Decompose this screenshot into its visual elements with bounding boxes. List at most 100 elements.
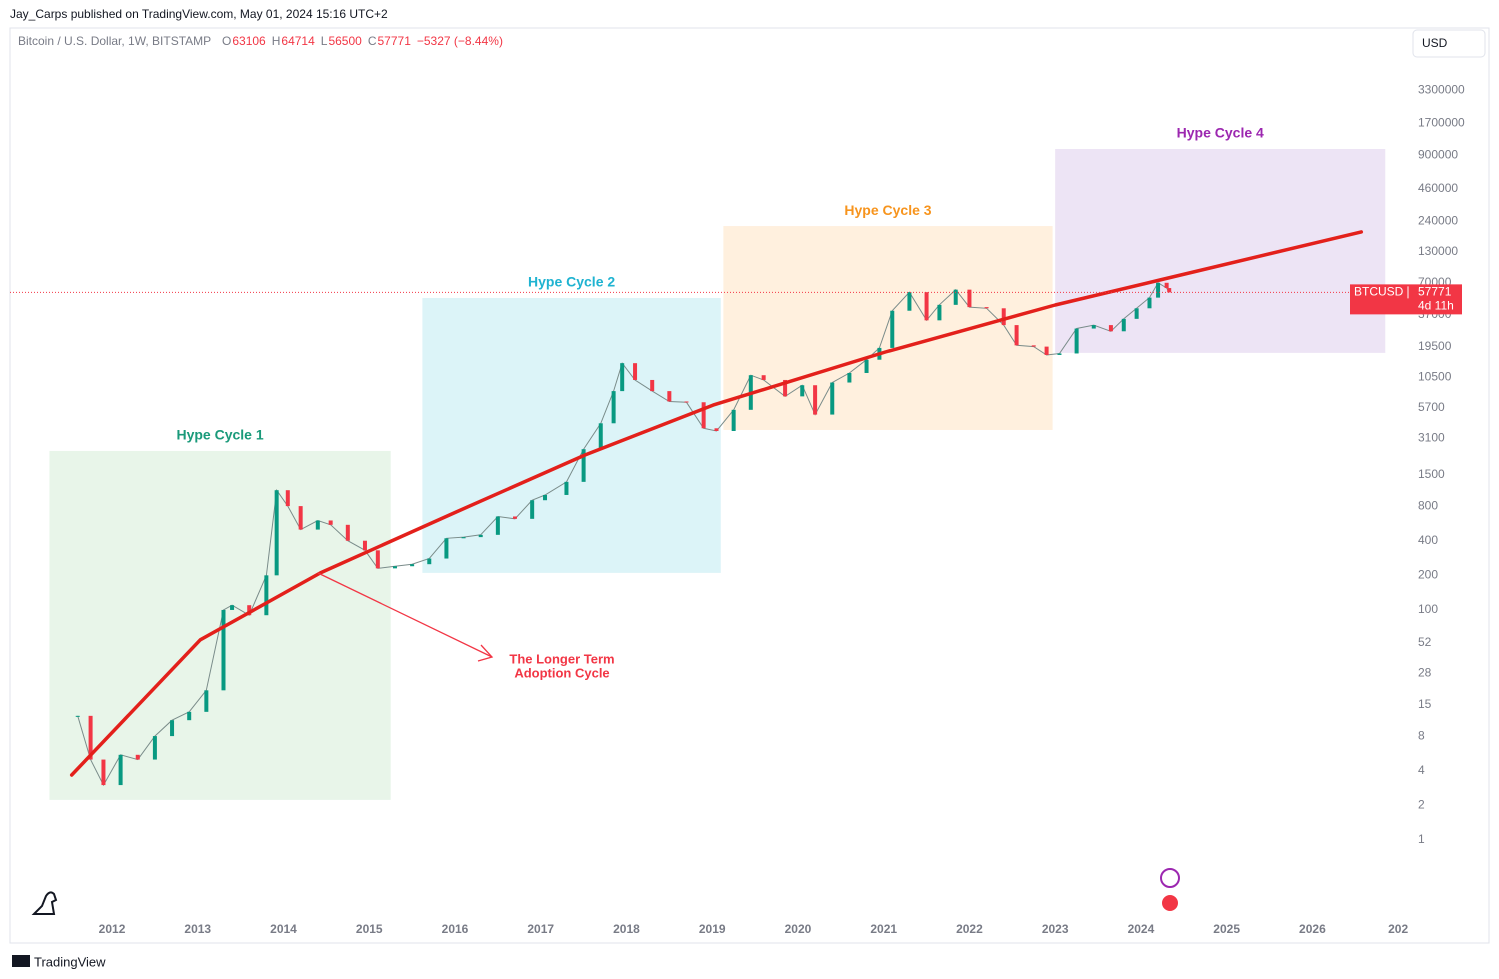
candle (1001, 308, 1006, 326)
x-tick-label: 2013 (184, 922, 211, 936)
candle (427, 558, 432, 565)
y-tick-label: 800 (1418, 498, 1438, 512)
candle (800, 385, 805, 397)
ohlc-value: 57771 (378, 34, 412, 48)
currency-button[interactable] (1412, 29, 1486, 58)
change: −5327 (−8.44%) (417, 34, 503, 48)
candle (345, 524, 350, 541)
x-tick-label: 2015 (356, 922, 383, 936)
x-tick-label: 2012 (99, 922, 126, 936)
y-tick-label: 3100 (1418, 431, 1445, 445)
candle (101, 759, 106, 786)
candle (274, 490, 279, 576)
candle (410, 564, 415, 567)
candle (714, 428, 719, 431)
x-tick-label: 2024 (1128, 922, 1155, 936)
y-tick-label: 15 (1418, 697, 1432, 711)
symbol: Bitcoin / U.S. Dollar, 1W, BITSTAMP (18, 34, 211, 48)
candle (598, 423, 603, 450)
y-tick-label: 900000 (1418, 147, 1458, 161)
price-label-bg (1350, 284, 1462, 315)
candle (611, 391, 616, 424)
x-tick-label: 2023 (1042, 922, 1069, 936)
candle (633, 363, 638, 380)
candle (731, 409, 736, 431)
candle (667, 391, 672, 402)
x-tick-label: 2016 (442, 922, 469, 936)
ohlc-value: 56500 (328, 34, 362, 48)
candle (1014, 325, 1019, 346)
candle (907, 292, 912, 311)
candle (513, 516, 518, 519)
x-tick-label: 2014 (270, 922, 297, 936)
x-tick-label: 202 (1388, 922, 1408, 936)
candle (937, 304, 942, 321)
y-tick-label: 2 (1418, 797, 1425, 811)
candle (1164, 282, 1169, 289)
candle (1074, 328, 1079, 354)
y-tick-label: 8 (1418, 728, 1425, 742)
zone (723, 226, 1053, 430)
candle (328, 520, 333, 525)
candle (362, 540, 367, 551)
candle (830, 382, 835, 415)
y-tick-label: 52 (1418, 635, 1432, 649)
currency: USD (1422, 36, 1448, 50)
x-tick-label: 2019 (699, 922, 726, 936)
candle (230, 605, 235, 610)
candle (221, 609, 226, 691)
candle (1167, 288, 1172, 293)
candle (864, 359, 869, 373)
candle (813, 385, 818, 415)
candle (75, 715, 80, 717)
candle (1091, 325, 1096, 329)
y-tick-label: 4 (1418, 763, 1425, 777)
candle (1156, 282, 1161, 298)
candle (953, 289, 958, 305)
candle (967, 289, 972, 308)
trend-curve (69, 230, 1364, 777)
footer-logo (12, 955, 30, 967)
chart-frame (9, 27, 1490, 944)
candle (392, 566, 397, 569)
candle (1031, 345, 1036, 347)
publisher: Jay_Carps published on TradingView.com, … (10, 7, 388, 21)
x-tick-label: 2026 (1299, 922, 1326, 936)
candle (247, 605, 252, 616)
candle (444, 538, 449, 559)
x-tick-label: 2021 (870, 922, 897, 936)
y-tick-label: 1500 (1418, 467, 1445, 481)
footer: TradingView (34, 954, 106, 969)
candle (204, 690, 209, 712)
annotation-arrow (317, 572, 493, 658)
y-tick-label: 10500 (1418, 370, 1452, 384)
candle (701, 402, 706, 429)
event-icon[interactable] (1160, 868, 1180, 888)
x-tick-label: 2022 (956, 922, 983, 936)
price-label-symbol: BTCUSD (1354, 285, 1404, 299)
annotation: The Longer Term (509, 651, 614, 666)
candle (88, 715, 93, 760)
candle (924, 292, 929, 321)
candle (264, 575, 269, 616)
zone (422, 298, 721, 573)
ohlc-label: O (222, 34, 231, 48)
candle (984, 307, 989, 309)
price-label-countdown: 4d 11h (1418, 299, 1454, 313)
candle (285, 490, 290, 507)
candle (170, 720, 175, 737)
candle (1121, 318, 1126, 332)
x-tick-label: 2025 (1213, 922, 1240, 936)
candle (152, 736, 157, 760)
candle (478, 534, 483, 538)
candle (890, 310, 895, 348)
ohlc-label: C (368, 34, 377, 48)
candle (530, 500, 535, 519)
logo-icon (31, 891, 58, 915)
x-tick-label: 2017 (527, 922, 554, 936)
event-icon[interactable] (1160, 893, 1180, 913)
candle (564, 481, 569, 495)
candle (1134, 308, 1139, 319)
y-tick-label: 200 (1418, 568, 1438, 582)
